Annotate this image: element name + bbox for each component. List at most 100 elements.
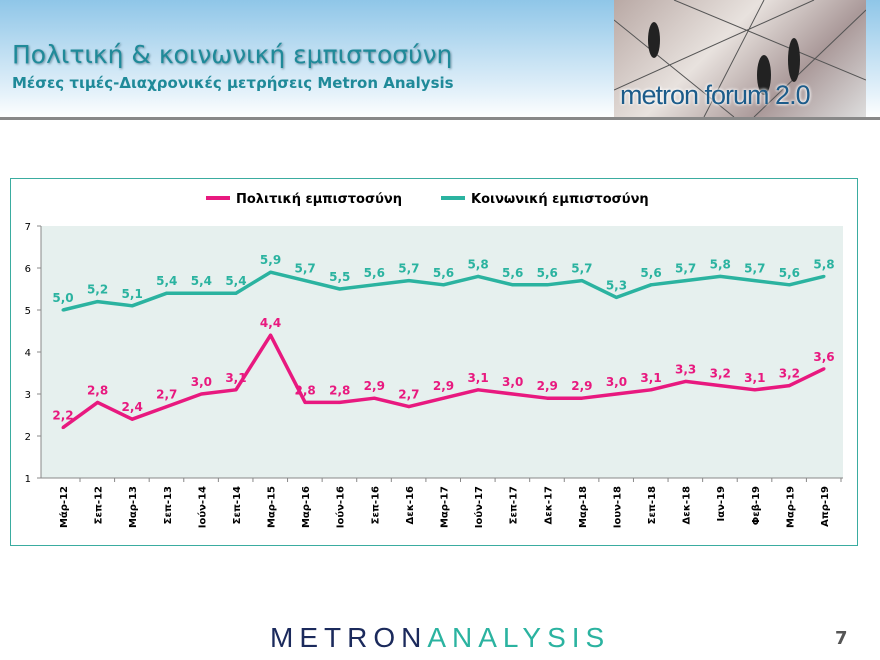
brand-metron: METRON	[270, 622, 428, 653]
data-label: 5,0	[52, 291, 73, 305]
data-label: 5,5	[329, 270, 350, 284]
x-tick-label: Σεπ-17	[509, 486, 520, 524]
data-label: 2,8	[87, 383, 108, 397]
y-tick-label: 2	[25, 432, 31, 443]
data-label: 3,1	[744, 371, 765, 385]
data-point	[614, 392, 618, 396]
x-tick-label: Δεκ-16	[405, 486, 416, 525]
y-tick-label: 7	[25, 222, 31, 233]
data-point	[269, 333, 273, 337]
data-label: 5,8	[710, 257, 731, 271]
data-label: 2,8	[329, 383, 350, 397]
data-label: 5,6	[537, 266, 558, 280]
data-label: 2,9	[364, 379, 385, 393]
data-point	[372, 396, 376, 400]
data-point	[165, 291, 169, 295]
data-point	[684, 279, 688, 283]
data-label: 2,8	[295, 383, 316, 397]
data-label: 2,9	[433, 379, 454, 393]
data-label: 3,0	[606, 375, 627, 389]
data-label: 2,7	[398, 388, 419, 402]
data-point	[614, 295, 618, 299]
data-label: 5,6	[364, 266, 385, 280]
data-point	[165, 405, 169, 409]
data-label: 3,3	[675, 362, 696, 376]
data-point	[476, 388, 480, 392]
data-point	[787, 384, 791, 388]
plot-area	[41, 226, 843, 478]
page-number: 7	[835, 628, 848, 649]
x-tick-label: Ιαν-19	[716, 486, 727, 522]
data-label: 5,6	[640, 266, 661, 280]
data-label: 3,2	[710, 367, 731, 381]
data-label: 5,6	[502, 266, 523, 280]
page-subtitle: Μέσες τιμές-Διαχρονικές μετρήσεις Metron…	[12, 74, 454, 92]
x-tick-label: Μαρ-18	[578, 486, 589, 528]
data-point	[545, 283, 549, 287]
data-label: 5,4	[156, 274, 177, 288]
x-tick-label: Σεπ-14	[232, 486, 243, 524]
data-label: 5,8	[467, 257, 488, 271]
y-tick-label: 6	[25, 264, 31, 275]
data-label: 5,9	[260, 253, 281, 267]
data-point	[753, 388, 757, 392]
data-point	[338, 400, 342, 404]
line-chart: 1 2 3 4 5 6 7 Μάρ-12 Σεπ-12 Μαρ-13 Σεπ-13 Ιούν-14 Σε…	[25, 192, 843, 528]
data-point	[269, 270, 273, 274]
data-point	[199, 392, 203, 396]
data-point	[822, 274, 826, 278]
data-label: 3,1	[640, 371, 661, 385]
data-point	[718, 274, 722, 278]
data-point	[234, 388, 238, 392]
x-tick-label: Σεπ-16	[370, 486, 381, 524]
data-label: 5,8	[813, 257, 834, 271]
x-tick-label: Μαρ-13	[128, 486, 139, 528]
data-point	[511, 392, 515, 396]
x-tick-label: Ιούν-16	[335, 486, 347, 528]
x-tick-label: Ιούν-17	[473, 486, 485, 528]
data-label: 2,4	[122, 400, 143, 414]
chart-container: 1 2 3 4 5 6 7 Μάρ-12 Σεπ-12 Μαρ-13 Σεπ-13 Ιούν-14 Σε…	[10, 178, 858, 546]
data-label: 3,6	[813, 350, 834, 364]
x-tick-label: Φεβ-19	[751, 486, 762, 525]
x-tick-label: Σεπ-18	[647, 486, 658, 524]
data-label: 5,7	[571, 262, 592, 276]
data-label: 3,0	[191, 375, 212, 389]
x-tick-label: Ιουν-18	[612, 486, 623, 528]
data-label: 2,7	[156, 388, 177, 402]
data-point	[476, 274, 480, 278]
y-tick-label: 3	[25, 390, 31, 401]
data-label: 3,0	[502, 375, 523, 389]
data-label: 5,3	[606, 278, 627, 292]
data-label: 5,7	[744, 262, 765, 276]
data-point	[303, 400, 307, 404]
x-tick-label: Μαρ-16	[301, 486, 312, 528]
data-label: 2,9	[537, 379, 558, 393]
data-point	[61, 308, 65, 312]
data-label: 5,2	[87, 283, 108, 297]
data-point	[130, 304, 134, 308]
data-point	[234, 291, 238, 295]
data-label: 5,7	[398, 262, 419, 276]
legend-label: Κοινωνική εμπιστοσύνη	[471, 192, 649, 207]
data-point	[649, 283, 653, 287]
brand-analysis: ANALYSIS	[427, 622, 611, 653]
metron-analysis-logo: METRONANALYSIS	[270, 622, 610, 654]
data-point	[199, 291, 203, 295]
data-label: 5,4	[225, 274, 246, 288]
legend-label: Πολιτική εμπιστοσύνη	[236, 192, 402, 207]
data-label: 5,6	[779, 266, 800, 280]
x-tick-label: Σεπ-12	[94, 486, 105, 524]
data-point	[718, 384, 722, 388]
data-point	[822, 367, 826, 371]
data-label: 5,1	[122, 287, 143, 301]
page-title: Πολιτική & κοινωνική εμπιστοσύνη	[12, 40, 453, 69]
data-point	[442, 396, 445, 400]
data-point	[303, 279, 307, 283]
y-tick-label: 1	[25, 474, 31, 485]
x-tick-label: Δεκ-17	[543, 486, 554, 525]
data-point	[338, 287, 342, 291]
data-label: 3,1	[225, 371, 246, 385]
data-point	[580, 396, 584, 400]
data-point	[442, 283, 445, 287]
